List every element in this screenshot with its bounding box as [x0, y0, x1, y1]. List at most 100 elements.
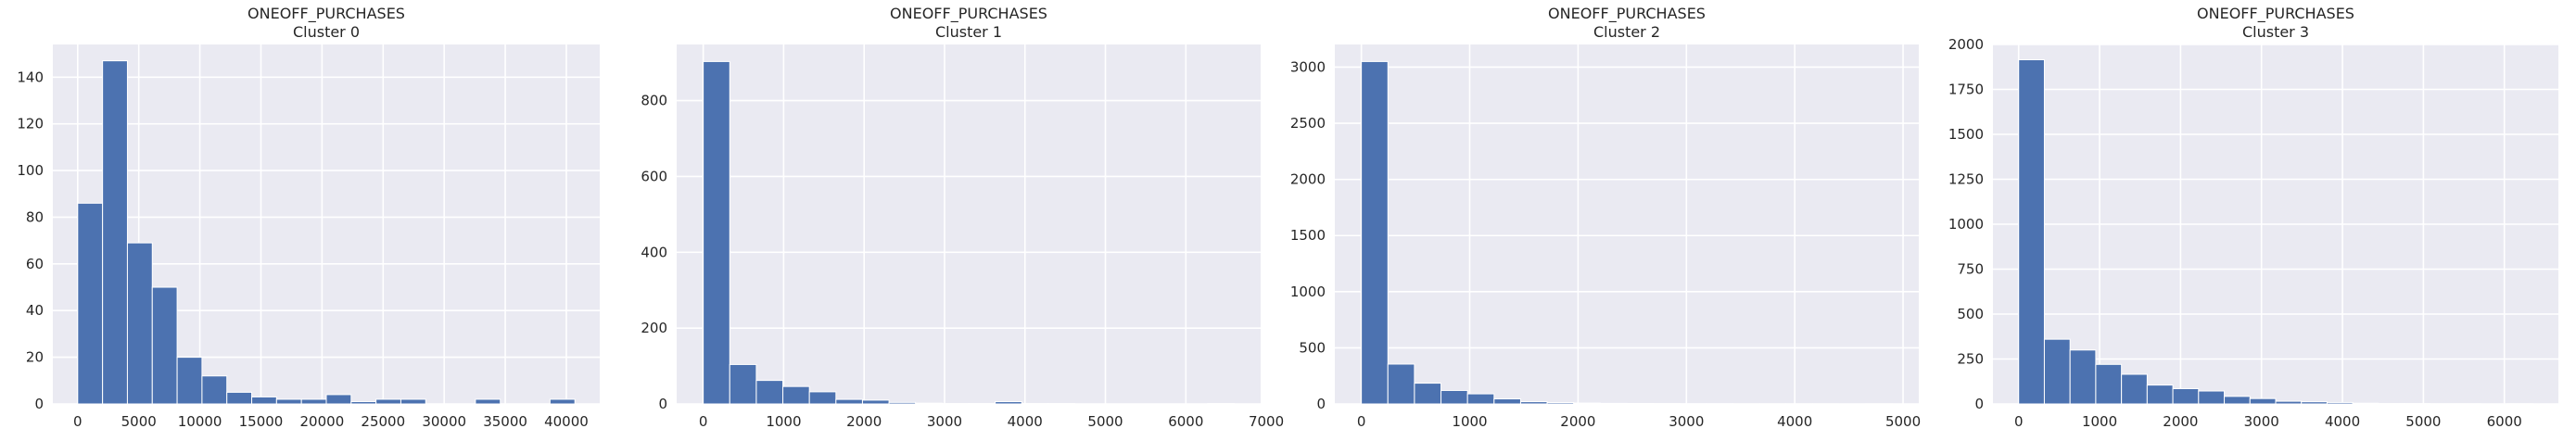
y-tick-labels: 0 200 400 600 800: [641, 93, 667, 412]
x-tick-label: 0: [2014, 413, 2024, 430]
x-tick-label: 1000: [766, 413, 801, 430]
histogram-bar: [226, 391, 253, 405]
histogram-bar: [176, 357, 203, 405]
x-tick-label: 1000: [1452, 413, 1487, 430]
x-tick-label: 5000: [121, 413, 157, 430]
histogram-bar: [400, 398, 426, 405]
x-tick-label: 0: [1357, 413, 1366, 430]
histogram-bar: [755, 380, 784, 405]
histogram-bar: [782, 385, 810, 405]
x-tick-labels: 0 1000 2000 3000 4000 5000 6000: [2014, 413, 2522, 430]
histogram-bar: [2146, 384, 2174, 405]
y-tick-label: 1000: [1290, 284, 1326, 300]
chart-panel-1: 0 1000 2000 3000 4000 5000 6000 7000 0 200 400 600 8…: [641, 5, 1284, 430]
y-tick-label: 2000: [1948, 36, 1984, 53]
x-tick-label: 6000: [1168, 413, 1203, 430]
histogram-bar: [2121, 373, 2148, 405]
histogram-bar: [2095, 363, 2123, 405]
histogram-bar: [2249, 397, 2277, 405]
histogram-bar: [475, 398, 501, 405]
y-tick-label: 400: [641, 244, 667, 260]
x-tick-label: 5000: [1885, 413, 1921, 430]
x-tick-label: 3000: [1669, 413, 1704, 430]
histogram-bar: [1361, 60, 1389, 405]
y-tick-label: 80: [26, 208, 44, 225]
y-tick-label: 3000: [1290, 58, 1326, 75]
histogram-bar: [1519, 401, 1548, 405]
y-tick-label: 0: [34, 396, 44, 412]
y-tick-label: 140: [17, 69, 44, 85]
y-tick-label: 120: [17, 116, 44, 132]
y-tick-label: 500: [1299, 339, 1326, 356]
chart-panel-3: 0 1000 2000 3000 4000 5000 6000 0 250 500 750 1000 1…: [1948, 5, 2558, 430]
y-tick-label: 250: [1957, 351, 1984, 368]
histogram-bar: [1387, 363, 1415, 405]
histogram-bar: [2069, 349, 2097, 405]
y-tick-label: 600: [641, 168, 667, 184]
histogram-bar: [1599, 402, 1628, 405]
histogram-bar: [1414, 383, 1442, 405]
y-tick-label: 1000: [1948, 216, 1984, 233]
y-tick-labels: 0 250 500 750 1000 1250 1500 1750 2000: [1948, 36, 1984, 412]
x-tick-label: 2000: [846, 413, 882, 430]
histogram-bar: [201, 375, 228, 405]
histogram-bar: [151, 286, 178, 405]
y-tick-label: 1500: [1290, 227, 1326, 244]
y-tick-label: 40: [26, 302, 44, 319]
x-tick-label: 10000: [178, 413, 222, 430]
y-tick-label: 0: [1974, 396, 1984, 412]
y-tick-label: 1750: [1948, 82, 1984, 98]
x-tick-label: 2000: [2163, 413, 2198, 430]
y-tick-label: 0: [1316, 396, 1326, 412]
chart-subtitle: Cluster 1: [935, 23, 1002, 41]
x-tick-label: 2000: [1560, 413, 1595, 430]
chart-panel-0: 0 5000 10000 15000 20000 25000 30000 35000 40000…: [17, 5, 600, 430]
histogram-bar: [77, 202, 104, 405]
y-tick-labels: 0 20 40 60 80 100 120 140: [17, 69, 44, 412]
x-tick-label: 4000: [1008, 413, 1043, 430]
x-tick-label: 5000: [1087, 413, 1123, 430]
x-tick-label: 40000: [544, 413, 589, 430]
y-tick-label: 1500: [1948, 126, 1984, 143]
histogram-bar: [350, 400, 377, 405]
y-tick-label: 2000: [1290, 171, 1326, 188]
x-tick-label: 3000: [2244, 413, 2279, 430]
y-tick-label: 500: [1957, 306, 1984, 322]
x-tick-label: 7000: [1249, 413, 1284, 430]
histogram-bars: [1361, 60, 1893, 405]
x-tick-label: 1000: [2082, 413, 2117, 430]
histogram-bar: [915, 402, 943, 405]
plot-area: [677, 44, 1261, 404]
x-tick-label: 0: [73, 413, 82, 430]
histogram-bar: [2224, 396, 2251, 405]
histogram-bar: [808, 391, 837, 405]
histogram-bar: [888, 401, 917, 405]
x-tick-label: 4000: [1777, 413, 1812, 430]
histogram-bar: [729, 363, 757, 405]
histogram-bar: [2275, 400, 2303, 405]
histogram-bar: [2018, 58, 2045, 405]
y-tick-label: 100: [17, 162, 44, 179]
histogram-bar: [2301, 401, 2328, 405]
plot-area: [1335, 44, 1919, 404]
histogram-bar: [703, 60, 730, 405]
y-tick-label: 20: [26, 349, 44, 366]
histogram-bars: [2018, 58, 2533, 405]
y-tick-label: 800: [641, 93, 667, 109]
x-tick-labels: 0 1000 2000 3000 4000 5000 6000 7000: [699, 413, 1284, 430]
histogram-bar: [995, 401, 1022, 405]
chart-subtitle: Cluster 0: [293, 23, 360, 41]
x-tick-label: 20000: [300, 413, 345, 430]
chart-panel-2: 0 1000 2000 3000 4000 5000 0 500 1000 1500 2000 250…: [1290, 5, 1921, 430]
histogram-bar: [2172, 388, 2200, 405]
chart-title: ONEOFF_PURCHASES: [247, 5, 405, 23]
histogram-bar: [1546, 402, 1575, 405]
x-tick-label: 25000: [361, 413, 405, 430]
y-tick-label: 200: [641, 320, 667, 336]
histogram-bars: [77, 60, 576, 405]
chart-subtitle: Cluster 3: [2242, 23, 2309, 41]
x-tick-label: 6000: [2487, 413, 2522, 430]
x-tick-label: 15000: [239, 413, 284, 430]
histogram-bar: [1466, 393, 1495, 405]
